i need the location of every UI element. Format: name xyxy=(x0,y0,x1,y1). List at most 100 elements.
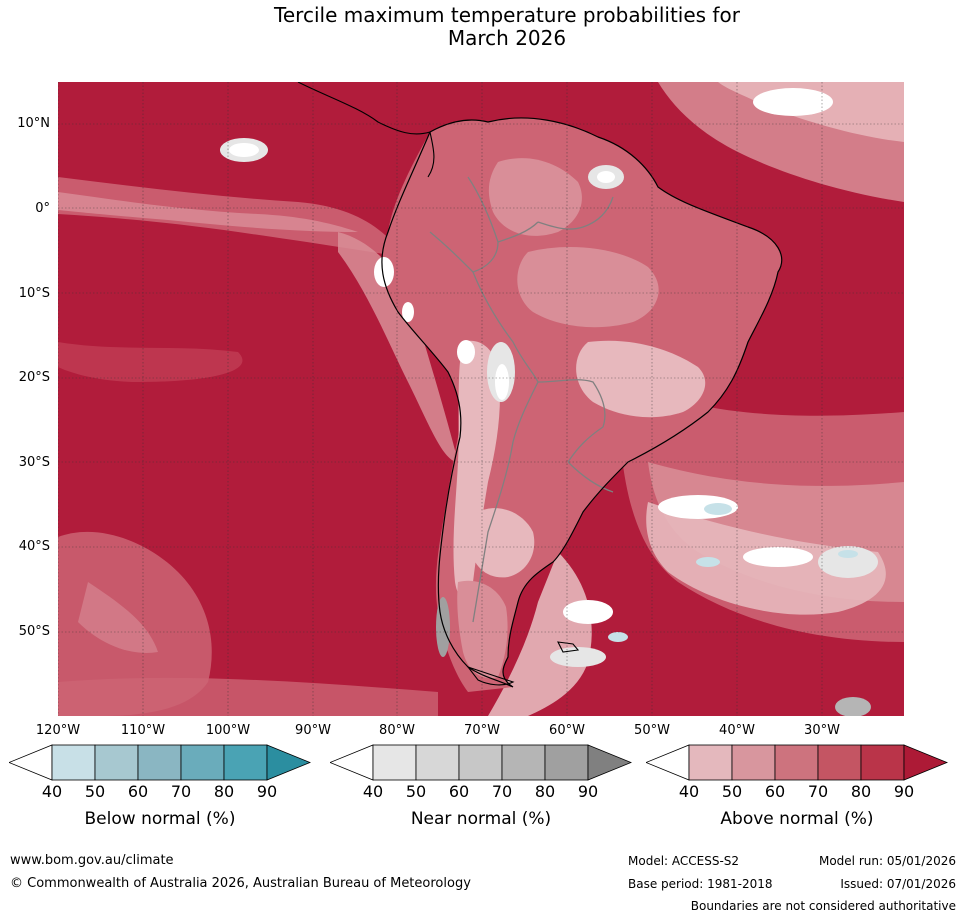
below-cbar-bin-1 xyxy=(51,744,96,781)
below-tick-40: 40 xyxy=(41,782,63,801)
colorbar-above-normal xyxy=(646,744,948,781)
lat-label-30s: 30°S xyxy=(18,455,50,470)
land-above-60-amazon xyxy=(517,247,659,328)
ocean-band-coastal-peru xyxy=(338,232,458,462)
near-tick-70: 70 xyxy=(491,782,513,801)
above-normal-title: Above normal (%) xyxy=(720,809,874,829)
lat-label-0: 0° xyxy=(35,201,50,216)
near-normal-patch-altiplano xyxy=(457,340,475,364)
near-normal-patch-chaco-white xyxy=(495,364,509,400)
below-tick-60: 60 xyxy=(127,782,149,801)
country-borders xyxy=(429,176,614,623)
lon-label-60w: 60°W xyxy=(549,723,585,738)
near-normal-patch-peru-coast xyxy=(402,302,414,322)
lon-label-80w: 80°W xyxy=(379,723,415,738)
near-cbar-bin-3 xyxy=(458,744,503,781)
near-tick-60: 60 xyxy=(448,782,470,801)
above-cbar-bin-3 xyxy=(774,744,819,781)
near-cbar-bin-1 xyxy=(372,744,417,781)
lon-label-70w: 70°W xyxy=(464,723,500,738)
above-cbar-bin-2 xyxy=(731,744,776,781)
near-normal-patch-guiana-white xyxy=(597,171,615,183)
lat-label-50s: 50°S xyxy=(18,624,50,639)
near-normal-patch-north-pacific-white xyxy=(229,143,259,157)
map-title: Tercile maximum temperature probabilitie… xyxy=(0,4,965,50)
near-tick-90: 90 xyxy=(577,782,599,801)
lon-label-110w: 110°W xyxy=(120,723,166,738)
above-tick-60: 60 xyxy=(764,782,786,801)
near-normal-patch-southeast-3 xyxy=(818,546,878,578)
below-cbar-high-triangle xyxy=(266,744,311,781)
below-normal-patch-4 xyxy=(608,632,628,642)
website-link[interactable]: www.bom.gov.au/climate xyxy=(10,853,174,868)
probability-map xyxy=(58,82,904,716)
near-cbar-bin-2 xyxy=(415,744,460,781)
lon-label-120w: 120°W xyxy=(35,723,81,738)
ocean-band-west-mid xyxy=(58,342,243,382)
above-tick-90: 90 xyxy=(893,782,915,801)
map-title-line2: March 2026 xyxy=(447,26,567,50)
below-cbar-bin-3 xyxy=(137,744,182,781)
above-tick-70: 70 xyxy=(807,782,829,801)
above-tick-40: 40 xyxy=(678,782,700,801)
land-above-50-andes xyxy=(453,340,500,597)
above-cbar-bin-1 xyxy=(688,744,733,781)
below-normal-title: Below normal (%) xyxy=(84,809,236,829)
lat-label-10n: 10°N xyxy=(17,116,50,131)
above-cbar-low-triangle xyxy=(646,744,690,781)
lon-label-100w: 100°W xyxy=(205,723,251,738)
lon-label-50w: 50°W xyxy=(634,723,670,738)
issued-text: Issued: 07/01/2026 xyxy=(840,877,956,891)
land-above-50-south xyxy=(469,508,535,578)
below-tick-80: 80 xyxy=(213,782,235,801)
land-above-60-patagonia xyxy=(457,580,508,679)
below-cbar-bin-4 xyxy=(180,744,225,781)
base-period-text: Base period: 1981-2018 xyxy=(628,877,773,891)
gridlines xyxy=(58,82,904,716)
central-america-coast xyxy=(297,82,435,178)
near-tick-40: 40 xyxy=(362,782,384,801)
colorbar-near-normal xyxy=(330,744,632,781)
below-tick-70: 70 xyxy=(170,782,192,801)
near-normal-patch-south-atlantic-1 xyxy=(563,600,613,624)
lon-label-30w: 30°W xyxy=(804,723,840,738)
model-run-text: Model run: 05/01/2026 xyxy=(818,854,956,868)
near-cbar-bin-5 xyxy=(544,744,589,781)
near-tick-80: 80 xyxy=(534,782,556,801)
above-tick-50: 50 xyxy=(721,782,743,801)
below-tick-50: 50 xyxy=(84,782,106,801)
colorbar-below-normal xyxy=(9,744,311,781)
above-cbar-bin-5 xyxy=(860,744,905,781)
below-normal-patch-1 xyxy=(704,503,732,515)
land-above-50-brazil xyxy=(576,340,706,418)
near-cbar-bin-4 xyxy=(501,744,546,781)
near-normal-patch-northeast-atlantic xyxy=(753,88,833,116)
near-cbar-low-triangle xyxy=(330,744,374,781)
near-normal-patch-se-corner xyxy=(835,697,871,716)
below-tick-90: 90 xyxy=(256,782,278,801)
copyright-text: © Commonwealth of Australia 2026, Austra… xyxy=(10,876,471,891)
lat-label-20s: 20°S xyxy=(18,370,50,385)
land-above-60-interior xyxy=(488,158,582,236)
below-cbar-low-triangle xyxy=(9,744,53,781)
disclaimer-text: Boundaries are not considered authoritat… xyxy=(690,899,956,913)
below-normal-patch-3 xyxy=(838,550,858,558)
lat-label-40s: 40°S xyxy=(18,539,50,554)
above-cbar-bin-4 xyxy=(817,744,862,781)
near-normal-title: Near normal (%) xyxy=(410,809,552,829)
tierra-del-fuego xyxy=(466,665,515,686)
coastline xyxy=(381,117,783,688)
model-text: Model: ACCESS-S2 xyxy=(628,854,740,868)
map-title-line1: Tercile maximum temperature probabilitie… xyxy=(274,3,740,27)
above-cbar-high-triangle xyxy=(903,744,948,781)
near-normal-patch-ecuador xyxy=(374,257,394,287)
below-cbar-bin-2 xyxy=(94,744,139,781)
ocean-band-bottom xyxy=(58,677,438,716)
falkland-islands xyxy=(557,641,580,653)
ocean-southwest-atlantic xyxy=(488,552,592,716)
ocean-band-equator xyxy=(58,192,358,232)
lon-label-40w: 40°W xyxy=(719,723,755,738)
ocean-band-lower-mid xyxy=(78,582,158,653)
near-normal-patch-southeast-2 xyxy=(743,547,813,567)
near-tick-50: 50 xyxy=(405,782,427,801)
